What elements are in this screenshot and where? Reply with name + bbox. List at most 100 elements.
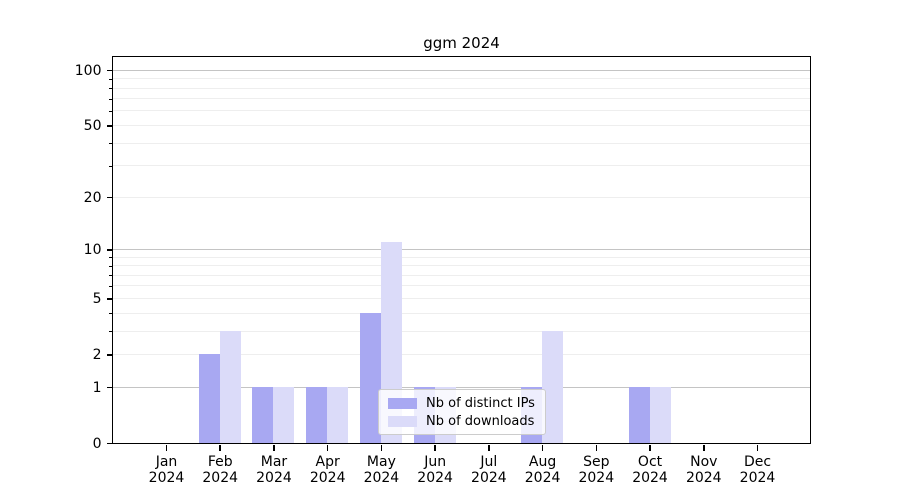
gridline-minor <box>113 285 810 287</box>
x-tick-label: Oct 2024 <box>618 454 682 486</box>
x-tick-month: Dec <box>743 453 772 470</box>
legend-item: Nb of distinct IPs <box>388 396 545 411</box>
gridline-minor <box>113 98 810 100</box>
y-axis-tick <box>106 442 112 445</box>
gridline-minor <box>113 110 810 112</box>
x-tick-label: Nov 2024 <box>672 454 736 486</box>
y-axis-tick <box>106 298 112 300</box>
y-tick-label: 50 <box>83 117 102 134</box>
gridline-minor <box>113 78 810 80</box>
y-axis-minor-tick <box>109 88 112 90</box>
y-tick-label: 10 <box>83 241 102 258</box>
y-axis-minor-tick <box>109 285 112 287</box>
gridline-minor <box>113 330 810 332</box>
y-tick-label: 5 <box>92 290 102 307</box>
x-tick-year: 2024 <box>363 469 400 486</box>
x-axis-tick <box>541 445 544 451</box>
x-axis-tick <box>488 445 490 451</box>
x-tick-month: May <box>366 453 396 470</box>
x-tick-year: 2024 <box>417 469 453 486</box>
bar-downloads <box>273 387 295 443</box>
bar-downloads <box>327 387 349 443</box>
legend-swatch <box>388 415 417 427</box>
bar-downloads <box>219 331 241 443</box>
bar-distinct-ips <box>628 387 650 443</box>
y-axis-minor-tick <box>109 275 112 277</box>
x-axis-tick <box>165 445 168 451</box>
bar-downloads <box>649 387 671 443</box>
gridline-major <box>113 69 810 71</box>
y-axis-minor-tick <box>109 313 112 314</box>
x-tick-label: May 2024 <box>349 454 413 486</box>
x-axis-tick <box>326 445 329 451</box>
y-tick-label: 0 <box>92 435 102 452</box>
y-axis-minor-tick <box>109 110 112 112</box>
y-axis-tick <box>106 386 112 389</box>
chart-title: ggm 2024 <box>423 34 500 52</box>
y-axis-minor-tick <box>109 165 112 167</box>
x-tick-label: Jan 2024 <box>135 454 199 486</box>
bar-downloads <box>542 331 564 443</box>
legend: Nb of distinct IPs Nb of downloads <box>378 389 546 435</box>
x-tick-month: Jan <box>155 453 178 470</box>
y-axis-minor-tick <box>109 331 112 333</box>
x-tick-label: Jul 2024 <box>457 454 521 486</box>
x-tick-label: Sep 2024 <box>564 454 628 486</box>
x-axis-tick <box>273 445 275 451</box>
x-tick-label: Mar 2024 <box>242 454 306 486</box>
y-axis-tick <box>106 69 112 72</box>
y-axis-minor-tick <box>109 257 112 259</box>
y-axis-tick <box>106 125 112 127</box>
x-tick-month: Aug <box>528 453 557 470</box>
x-axis-tick <box>756 445 759 451</box>
x-tick-year: 2024 <box>471 469 507 486</box>
gridline-minor <box>113 87 810 89</box>
x-tick-month: Oct <box>637 453 663 470</box>
gridline-minor <box>113 196 810 198</box>
x-tick-year: 2024 <box>202 469 239 486</box>
x-tick-year: 2024 <box>309 469 346 486</box>
gridline-major <box>113 248 810 250</box>
y-tick-label: 20 <box>83 189 102 206</box>
x-tick-label: Jun 2024 <box>403 454 467 486</box>
y-axis-minor-tick <box>109 143 112 145</box>
x-tick-year: 2024 <box>148 469 185 486</box>
x-tick-month: Jul <box>480 453 498 470</box>
bar-distinct-ips <box>359 313 381 443</box>
x-tick-year: 2024 <box>739 469 776 486</box>
x-axis-tick <box>434 445 436 451</box>
gridline-minor <box>113 312 810 314</box>
x-tick-label: Dec 2024 <box>726 454 790 486</box>
gridline-minor <box>113 256 810 258</box>
x-tick-month: Apr <box>315 453 340 470</box>
bar-distinct-ips <box>198 354 220 443</box>
x-tick-month: Mar <box>260 453 288 470</box>
legend-item: Nb of downloads <box>388 414 545 429</box>
gridline-minor <box>113 274 810 276</box>
x-axis-tick <box>219 445 221 451</box>
x-tick-year: 2024 <box>578 469 615 486</box>
y-tick-label: 100 <box>74 62 102 79</box>
x-tick-label: Feb 2024 <box>188 454 252 486</box>
x-tick-label: Aug 2024 <box>511 454 575 486</box>
x-axis-tick <box>380 445 383 451</box>
x-axis-tick <box>703 445 705 451</box>
y-tick-label: 1 <box>92 379 102 396</box>
plot-area <box>112 56 811 444</box>
gridline-minor <box>113 353 810 355</box>
x-tick-year: 2024 <box>685 469 722 486</box>
gridline-minor <box>113 124 810 126</box>
x-tick-year: 2024 <box>632 469 668 486</box>
x-tick-year: 2024 <box>256 469 292 486</box>
y-axis-tick <box>106 354 112 356</box>
x-tick-month: Nov <box>690 453 718 470</box>
gridline-minor <box>113 265 810 267</box>
y-axis-minor-tick <box>109 98 112 100</box>
gridline-minor <box>113 165 810 167</box>
y-tick-label: 2 <box>92 346 102 363</box>
x-tick-month: Jun <box>424 453 447 470</box>
x-tick-month: Feb <box>207 453 233 470</box>
legend-label: Nb of distinct IPs <box>426 395 535 411</box>
gridline-major <box>113 386 810 388</box>
